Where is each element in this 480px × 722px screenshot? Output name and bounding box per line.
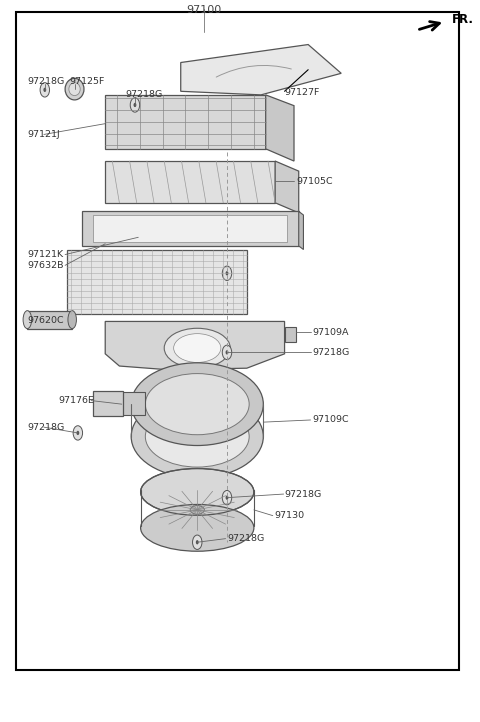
Text: 97109A: 97109A [312,328,348,336]
Ellipse shape [174,334,221,362]
Ellipse shape [164,329,230,367]
Text: 97218G: 97218G [312,348,349,357]
Ellipse shape [131,362,264,445]
Ellipse shape [65,79,84,100]
Bar [82,212,299,246]
Text: 97125F: 97125F [70,77,105,87]
Circle shape [76,431,79,435]
Bar [68,250,247,314]
Text: 97105C: 97105C [296,177,333,186]
Circle shape [226,495,228,500]
Ellipse shape [141,505,254,551]
Circle shape [226,271,228,275]
Text: 97176E: 97176E [58,396,94,405]
Polygon shape [105,161,275,203]
Text: 97109C: 97109C [312,415,348,425]
Polygon shape [105,321,285,370]
Text: 97218G: 97218G [27,422,65,432]
Ellipse shape [131,395,264,478]
Circle shape [222,345,232,360]
Text: 97218G: 97218G [227,534,264,543]
Polygon shape [181,45,341,95]
Text: 97218G: 97218G [125,90,162,100]
Circle shape [226,350,228,355]
Polygon shape [275,161,299,213]
Circle shape [130,97,140,112]
Circle shape [196,540,199,544]
Circle shape [222,266,232,280]
Bar [285,327,296,342]
Circle shape [43,87,46,92]
Bar [94,215,287,243]
Text: 97127F: 97127F [285,87,320,97]
Ellipse shape [23,310,32,329]
Text: 97121K: 97121K [27,250,63,259]
Text: 97121J: 97121J [27,130,60,139]
Ellipse shape [68,310,76,329]
Polygon shape [299,212,303,250]
Circle shape [133,103,136,107]
Text: FR.: FR. [452,13,474,26]
Ellipse shape [69,82,80,95]
Ellipse shape [145,406,249,467]
Bar [120,392,145,415]
Polygon shape [266,95,294,161]
Circle shape [73,426,83,440]
Ellipse shape [145,373,249,435]
Text: 97100: 97100 [187,5,222,15]
Circle shape [40,82,49,97]
Ellipse shape [190,505,204,514]
Text: 97130: 97130 [274,511,304,520]
Ellipse shape [141,469,254,516]
Text: 97632B: 97632B [27,261,64,270]
Text: 97218G: 97218G [27,77,65,87]
Bar [27,310,72,329]
Bar [94,391,123,417]
Circle shape [192,535,202,549]
Text: 97620C: 97620C [27,316,64,325]
Circle shape [222,490,232,505]
Text: 97218G: 97218G [285,490,322,499]
Polygon shape [105,95,266,149]
